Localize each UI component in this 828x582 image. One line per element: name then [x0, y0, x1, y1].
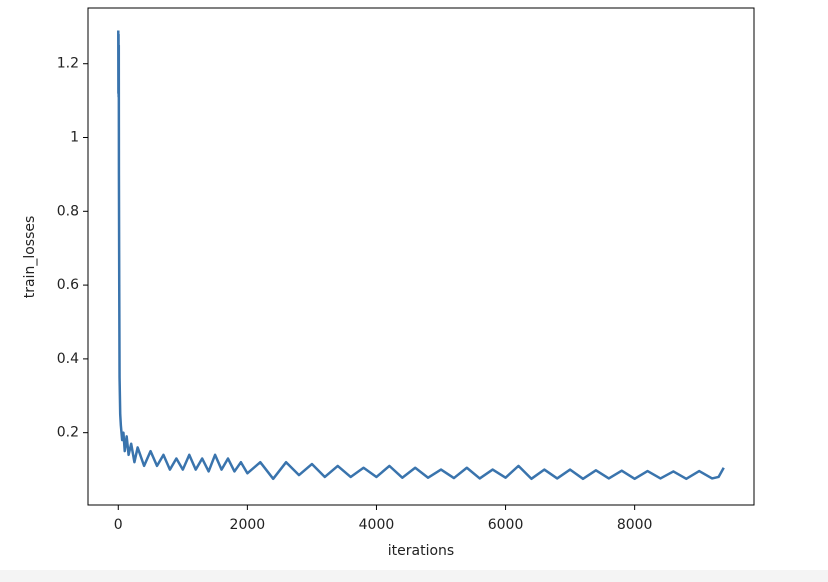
loss-line [117, 30, 725, 481]
plot-frame [87, 7, 755, 506]
y-tick-label: 0.6 [57, 277, 79, 293]
x-tick-label: 0 [114, 517, 123, 533]
y-axis-label: train_losses [22, 216, 38, 299]
x-tick-label: 8000 [617, 517, 653, 533]
y-tick-label: 0.2 [57, 425, 79, 441]
x-tick-label: 2000 [230, 517, 266, 533]
y-tick-label: 0.8 [57, 203, 79, 219]
x-tick-label: 6000 [488, 517, 524, 533]
bottom-strip [0, 570, 828, 582]
x-axis-label: iterations [388, 543, 454, 559]
y-tick-label: 1.2 [57, 56, 79, 72]
y-tick-label: 1 [70, 130, 79, 146]
y-tick-label: 0.4 [57, 351, 79, 367]
x-tick-label: 4000 [359, 517, 395, 533]
